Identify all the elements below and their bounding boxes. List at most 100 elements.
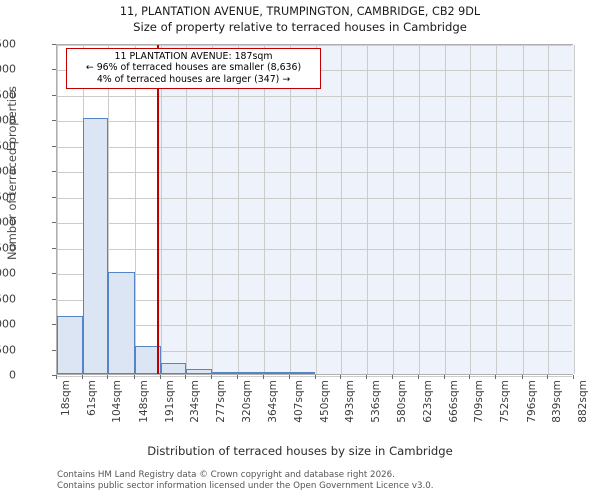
x-axis-tick-label: 234sqm xyxy=(189,380,202,423)
x-axis-tick-mark xyxy=(547,375,549,379)
y-axis-tick-mark xyxy=(52,171,56,173)
x-axis-tick-label: 191sqm xyxy=(163,380,176,423)
attribution-footer: Contains HM Land Registry data © Crown c… xyxy=(57,470,597,491)
chart-subtitle: Size of property relative to terraced ho… xyxy=(133,20,467,34)
gridline-horizontal xyxy=(57,121,572,123)
y-axis-tick-mark xyxy=(52,273,56,275)
gridline-vertical xyxy=(160,45,162,374)
gridline-vertical xyxy=(108,45,110,374)
x-axis-tick-mark xyxy=(365,375,367,379)
gridline-horizontal xyxy=(57,172,572,174)
x-axis-tick-mark xyxy=(314,375,316,379)
x-axis-tick-mark xyxy=(469,375,471,379)
gridline-vertical xyxy=(57,45,58,374)
y-axis-tick-mark xyxy=(52,145,56,147)
histogram-bar xyxy=(57,316,83,374)
histogram-bar xyxy=(264,372,290,374)
gridline-vertical xyxy=(470,45,472,374)
gridline-vertical xyxy=(444,45,446,374)
footer-line-1: Contains HM Land Registry data © Crown c… xyxy=(57,470,395,480)
histogram-bar xyxy=(211,372,238,374)
y-axis-tick-label: 1000 xyxy=(0,317,16,331)
y-axis-tick-mark xyxy=(52,69,56,71)
x-axis-tick-label: 364sqm xyxy=(267,380,280,423)
x-axis-tick-mark xyxy=(159,375,161,379)
histogram-bar xyxy=(82,117,109,374)
gridline-horizontal xyxy=(57,248,572,250)
y-axis-tick-label: 4500 xyxy=(0,139,16,153)
y-axis-tick-label: 5000 xyxy=(0,113,16,127)
x-axis-tick-mark xyxy=(573,375,574,379)
histogram-bars xyxy=(57,45,572,374)
gridline-vertical xyxy=(574,45,575,374)
x-axis-tick-label: 536sqm xyxy=(369,380,382,423)
gridline-vertical xyxy=(341,45,343,374)
y-axis-tick-mark xyxy=(52,349,56,351)
gridline-vertical xyxy=(186,45,188,374)
y-axis-tick-mark xyxy=(52,375,56,376)
x-axis-tick-mark xyxy=(185,375,187,379)
y-axis-tick-mark xyxy=(52,94,56,96)
x-axis-tick-label: 450sqm xyxy=(318,380,331,423)
x-axis-tick-label: 709sqm xyxy=(473,380,486,423)
y-axis-tick-label: 2000 xyxy=(0,266,16,280)
x-axis-tick-label: 104sqm xyxy=(111,380,124,423)
x-axis-tick-mark xyxy=(56,375,57,379)
gridline-horizontal xyxy=(57,223,572,225)
x-axis-tick-label: 752sqm xyxy=(499,380,512,423)
property-marker-line xyxy=(157,45,160,374)
x-axis-tick-label: 882sqm xyxy=(577,380,589,423)
page-title: 11, PLANTATION AVENUE, TRUMPINGTON, CAMB… xyxy=(119,5,481,18)
x-axis-tick-label: 61sqm xyxy=(85,380,98,417)
gridline-horizontal xyxy=(57,325,572,327)
y-axis-tick-mark xyxy=(52,298,56,300)
x-axis-tick-mark xyxy=(443,375,445,379)
y-axis-tick-mark xyxy=(52,222,56,224)
property-annotation-box: 11 PLANTATION AVENUE: 187sqm ← 96% of te… xyxy=(66,48,321,90)
y-axis-tick-mark xyxy=(52,247,56,249)
x-axis-tick-label: 148sqm xyxy=(137,380,150,423)
annotation-line-property: 11 PLANTATION AVENUE: 187sqm xyxy=(114,51,273,62)
x-axis-tick-mark xyxy=(107,375,109,379)
x-axis-tick-label: 18sqm xyxy=(60,380,72,417)
gridline-horizontal xyxy=(57,197,572,199)
annotation-line-smaller: ← 96% of terraced houses are smaller (8,… xyxy=(85,62,302,74)
gridline-vertical xyxy=(315,45,317,374)
histogram-bar xyxy=(108,272,135,374)
gridline-vertical xyxy=(522,45,524,374)
y-axis-tick-label: 3500 xyxy=(0,190,16,204)
y-axis-tick-label: 500 xyxy=(0,343,16,357)
y-axis-tick-label: 6500 xyxy=(0,37,16,51)
x-axis-tick-label: 277sqm xyxy=(214,380,227,423)
x-axis-tick-mark xyxy=(210,375,212,379)
x-axis-tick-label: 493sqm xyxy=(344,380,357,423)
x-axis-tick-mark xyxy=(263,375,265,379)
histogram-bar xyxy=(134,346,161,374)
y-axis-label: Number of terraced properties xyxy=(5,86,19,260)
x-axis-tick-label: 580sqm xyxy=(396,380,409,423)
histogram-bar xyxy=(289,372,316,374)
gridline-horizontal xyxy=(57,299,572,301)
y-axis-tick-mark xyxy=(52,44,56,45)
y-axis-tick-label: 0 xyxy=(9,368,16,382)
histogram-bar xyxy=(160,362,187,374)
x-axis-tick-label: 320sqm xyxy=(240,380,253,423)
y-axis-tick-mark xyxy=(52,120,56,122)
gridline-vertical xyxy=(237,45,239,374)
annotation-line-larger: 4% of terraced houses are larger (347) → xyxy=(96,73,291,85)
gridline-vertical xyxy=(264,45,266,374)
gridline-vertical xyxy=(393,45,395,374)
x-axis-tick-label: 839sqm xyxy=(551,380,564,423)
x-axis-tick-mark xyxy=(236,375,238,379)
x-axis-tick-mark xyxy=(81,375,83,379)
x-axis-tick-mark xyxy=(288,375,290,379)
gridline-horizontal xyxy=(57,95,572,97)
x-axis-tick-label: 666sqm xyxy=(447,380,460,423)
y-axis-tick-mark xyxy=(52,196,56,198)
gridline-vertical xyxy=(134,45,136,374)
gridline-vertical xyxy=(366,45,368,374)
x-axis-tick-mark xyxy=(418,375,420,379)
gridline-horizontal xyxy=(57,45,572,46)
gridline-horizontal xyxy=(57,146,572,148)
